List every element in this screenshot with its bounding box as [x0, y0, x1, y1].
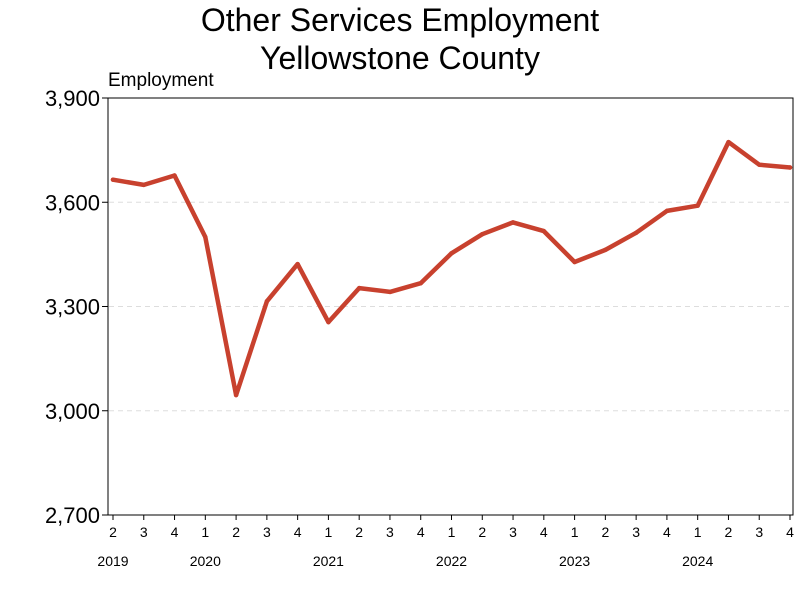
x-tick-label: 1 — [201, 524, 209, 540]
y-tick-label: 2,700 — [45, 503, 100, 528]
x-year-label: 2024 — [682, 553, 713, 569]
x-tick-label: 4 — [294, 524, 302, 540]
data-point — [264, 299, 270, 304]
chart-title-line2: Yellowstone County — [260, 40, 540, 76]
x-tick-label: 3 — [140, 524, 148, 540]
x-year-label: 2023 — [559, 553, 590, 569]
data-point — [387, 289, 393, 295]
x-tick-label: 2 — [109, 524, 117, 540]
data-point — [418, 281, 423, 286]
data-point — [603, 247, 608, 253]
x-tick-label: 4 — [171, 524, 179, 540]
x-year-label: 2020 — [190, 553, 221, 569]
x-tick-label: 1 — [448, 524, 456, 540]
data-point — [356, 285, 362, 291]
data-point — [664, 208, 670, 214]
y-tick-label: 3,000 — [45, 399, 100, 424]
x-tick-label: 2 — [355, 524, 363, 540]
x-tick-label: 1 — [325, 524, 333, 540]
data-point — [110, 177, 116, 182]
data-point — [449, 251, 454, 256]
x-year-label: 2022 — [436, 553, 467, 569]
data-point — [172, 173, 177, 178]
data-point — [326, 319, 331, 325]
y-tick-label: 3,900 — [45, 86, 100, 111]
x-tick-label: 2 — [601, 524, 609, 540]
data-point — [726, 139, 731, 145]
data-point — [633, 230, 639, 236]
x-tick-label: 4 — [417, 524, 425, 540]
x-tick-label: 1 — [571, 524, 579, 540]
x-tick-label: 4 — [786, 524, 794, 540]
x-tick-label: 2 — [478, 524, 486, 540]
x-tick-label: 3 — [632, 524, 640, 540]
employment-line — [110, 139, 793, 398]
data-point — [480, 232, 485, 237]
data-point — [757, 162, 762, 167]
x-tick-label: 2 — [725, 524, 733, 540]
x-tick-label: 1 — [694, 524, 702, 540]
x-tick-label: 3 — [386, 524, 394, 540]
y-axis-label: Employment — [108, 70, 214, 91]
x-tick-label: 3 — [509, 524, 517, 540]
data-point — [787, 165, 793, 170]
data-point — [541, 228, 547, 234]
x-year-label: 2021 — [313, 553, 344, 569]
x-tick-label: 3 — [755, 524, 763, 540]
data-point — [141, 182, 146, 188]
data-point — [695, 203, 700, 208]
x-year-label: 2019 — [97, 553, 128, 569]
x-tick-label: 3 — [263, 524, 271, 540]
chart-title-line1: Other Services Employment — [200, 2, 600, 38]
y-tick-label: 3,300 — [45, 295, 100, 320]
y-tick-label: 3,600 — [45, 190, 100, 215]
x-tick-label: 2 — [232, 524, 240, 540]
data-point — [510, 220, 516, 225]
data-point — [203, 234, 208, 240]
data-point — [233, 392, 239, 398]
x-tick-label: 4 — [540, 524, 548, 540]
data-point — [295, 261, 300, 267]
data-point — [572, 259, 577, 265]
x-tick-label: 4 — [663, 524, 671, 540]
